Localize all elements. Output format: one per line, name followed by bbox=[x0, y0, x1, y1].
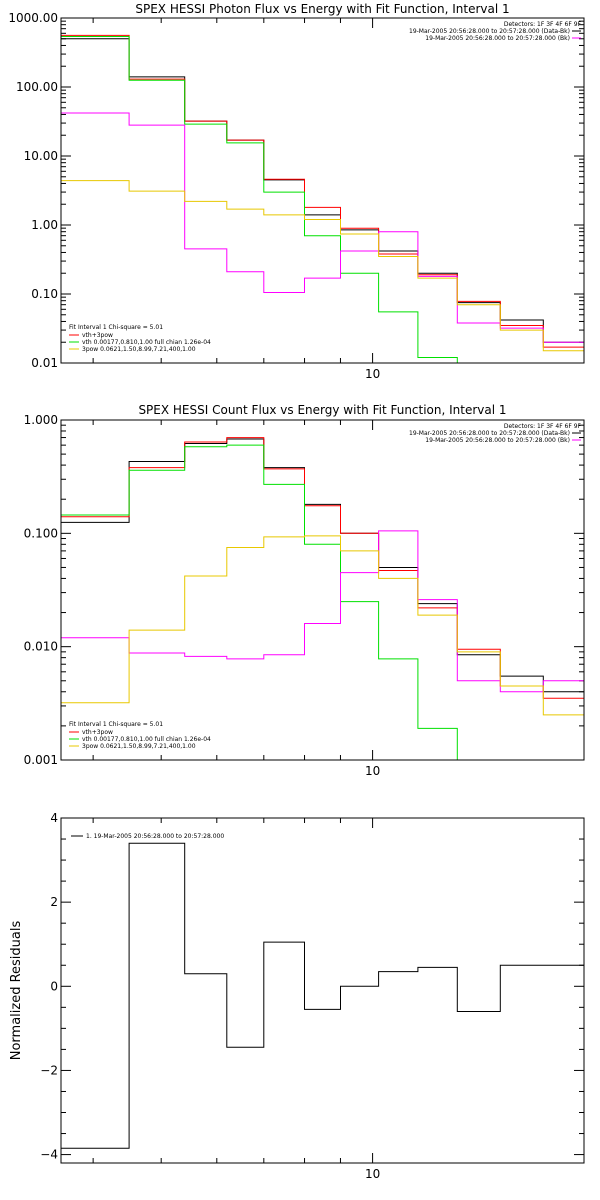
legend-entry: 1. 19-Mar-2005 20:56:28.000 to 20:57:28.… bbox=[86, 833, 224, 840]
series-line-1 bbox=[61, 38, 584, 343]
x-tick-label: 10 bbox=[365, 764, 380, 778]
y-tick-label: 0.010 bbox=[24, 640, 58, 654]
legend-top: 1. 19-Mar-2005 20:56:28.000 to 20:57:28.… bbox=[71, 833, 224, 840]
series-line-5 bbox=[61, 180, 584, 352]
legend-entry: 19-Mar-2005 20:56:28.000 to 20:57:28.000… bbox=[425, 437, 570, 444]
y-tick-label: 0.01 bbox=[31, 356, 58, 370]
x-tick-label: 10 bbox=[365, 367, 380, 381]
legend-entry: 3pow 0.0621,1.50,8.99,7.21,400,1.00 bbox=[82, 743, 196, 750]
legend-entry: 19-Mar-2005 20:56:28.000 to 20:57:28.000… bbox=[425, 35, 570, 42]
y-tick-label: 1.000 bbox=[24, 413, 58, 427]
panel-1: SPEX HESSI Photon Flux vs Energy with Fi… bbox=[8, 2, 585, 381]
panel-3: Normalized Residuals 10 −4 −2 0 2 4 1. 19-Mar-2… bbox=[9, 811, 585, 1181]
legend-entry: Detectors: 1F 3F 4F 6F 9F bbox=[504, 21, 582, 28]
legend-entry: 19-Mar-2005 20:56:28.000 to 20:57:28.000… bbox=[409, 28, 570, 35]
legend-bottom: Fit Interval 1 Chi-square = 5.01vth+3pow… bbox=[69, 721, 211, 750]
legend-entry: 3pow 0.0621,1.50,8.99,7.21,400,1.00 bbox=[82, 346, 196, 353]
legend-entry: vth 0.00177,0.810,1.00 full chian 1.26e-… bbox=[82, 736, 211, 743]
y-tick-label: 0.10 bbox=[31, 287, 58, 301]
legend-bottom: Fit Interval 1 Chi-square = 5.01vth+3pow… bbox=[69, 324, 211, 353]
legend-header: Fit Interval 1 Chi-square = 5.01 bbox=[69, 721, 163, 728]
legend-entry: vth+3pow bbox=[82, 729, 113, 736]
y-tick-label: 10.00 bbox=[24, 149, 58, 163]
series-line-1 bbox=[61, 438, 584, 693]
series-line-4 bbox=[61, 530, 584, 693]
plot-frame bbox=[60, 817, 585, 1164]
y-tick-label: −4 bbox=[40, 1148, 58, 1162]
y-tick-label: 100.00 bbox=[16, 80, 58, 94]
y-tick-label: 4 bbox=[50, 811, 58, 825]
chart-title: SPEX HESSI Photon Flux vs Energy with Fi… bbox=[135, 2, 509, 16]
panel-2: SPEX HESSI Count Flux vs Energy with Fit… bbox=[24, 403, 585, 778]
y-tick-label: 1.00 bbox=[31, 218, 58, 232]
plot-frame bbox=[60, 419, 585, 761]
series-line-4 bbox=[61, 112, 584, 343]
legend-entry: vth+3pow bbox=[82, 332, 113, 339]
plot-frame bbox=[60, 17, 585, 364]
chart-title: SPEX HESSI Count Flux vs Energy with Fit… bbox=[138, 403, 506, 417]
legend-entry: Detectors: 1F 3F 4F 6F 9F bbox=[504, 423, 582, 430]
legend-entry: 19-Mar-2005 20:56:28.000 to 20:57:28.000… bbox=[409, 430, 570, 437]
series-line-1 bbox=[61, 842, 584, 1149]
legend-header: Fit Interval 1 Chi-square = 5.01 bbox=[69, 324, 163, 331]
legend-entry: vth 0.00177,0.810,1.00 full chian 1.26e-… bbox=[82, 339, 211, 346]
y-tick-label: 2 bbox=[50, 895, 58, 909]
y-tick-label: −2 bbox=[40, 1063, 58, 1077]
y-axis-label: Normalized Residuals bbox=[9, 921, 24, 1061]
y-tick-label: 0.001 bbox=[24, 753, 58, 767]
x-tick-label: 10 bbox=[365, 1167, 380, 1181]
y-tick-label: 0 bbox=[50, 979, 58, 993]
series-line-5 bbox=[61, 535, 584, 716]
y-tick-label: 1000.00 bbox=[8, 11, 58, 25]
series-line-2 bbox=[61, 437, 584, 699]
y-tick-label: 0.100 bbox=[24, 526, 58, 540]
